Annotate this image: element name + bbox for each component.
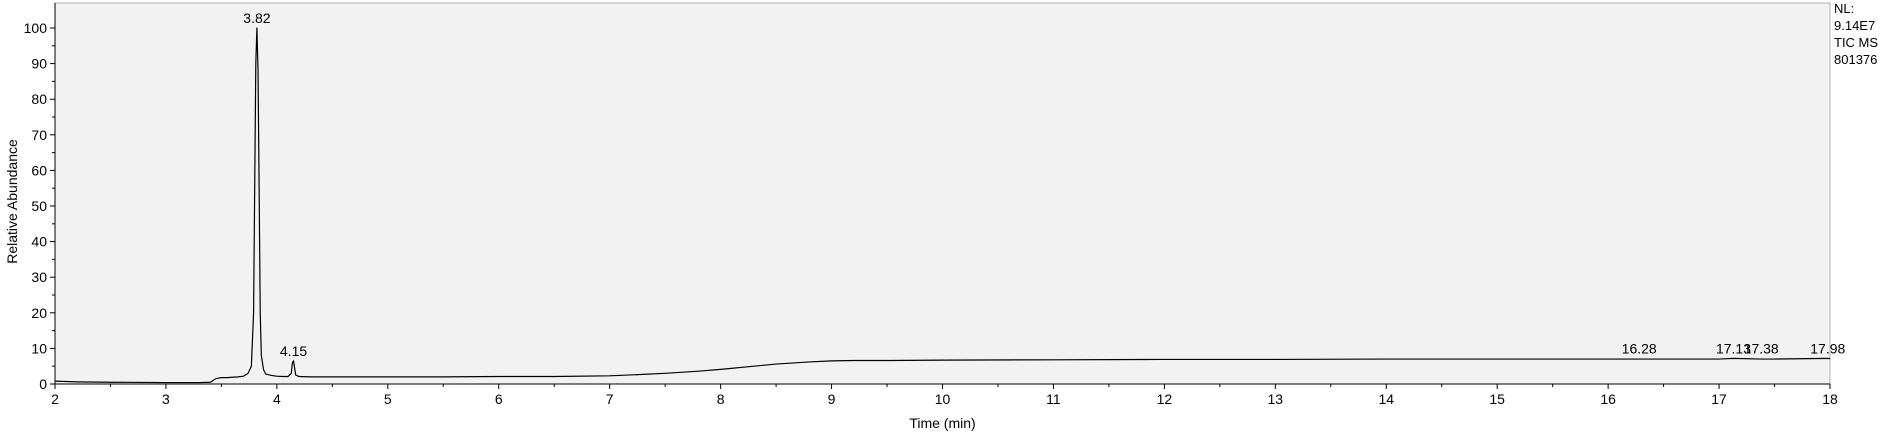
- y-tick-label: 30: [31, 269, 47, 285]
- x-tick-label: 4: [273, 391, 281, 407]
- peak-label: 4.15: [280, 343, 307, 359]
- x-tick-label: 18: [1822, 391, 1838, 407]
- x-axis-title: Time (min): [909, 415, 975, 431]
- y-axis-title: Relative Abundance: [4, 139, 20, 264]
- y-ticks: 0 10 20 30 40 50 60 70 80 90 100: [24, 20, 55, 392]
- x-tick-label: 13: [1268, 391, 1284, 407]
- series-line-0: [54, 27, 1831, 384]
- y-tick-label: 100: [24, 20, 48, 36]
- x-tick-label: 2: [51, 391, 59, 407]
- y-tick-label: 50: [31, 198, 47, 214]
- x-tick-label: 11: [1046, 391, 1061, 407]
- x-tick-label: 17: [1711, 391, 1727, 407]
- peak-label: 3.82: [243, 10, 270, 26]
- x-tick-label: 5: [384, 391, 392, 407]
- trace-layer: [54, 27, 1831, 384]
- x-ticks: 2 3 4 5 6 7 8 9 10 11 12 13 14 15 16 17 18: [51, 384, 1838, 407]
- peak-label: 17.98: [1810, 340, 1845, 356]
- y-tick-label: 0: [39, 376, 47, 392]
- y-tick-label: 20: [31, 305, 47, 321]
- peak-label: 17.13: [1716, 340, 1751, 356]
- x-tick-label: 7: [606, 391, 614, 407]
- y-tick-label: 80: [31, 91, 47, 107]
- x-tick-label: 3: [162, 391, 170, 407]
- x-tick-label: 12: [1157, 391, 1173, 407]
- y-tick-label: 10: [31, 340, 47, 356]
- peak-label: 17.38: [1744, 340, 1779, 356]
- side-info-line: 9.14E7: [1834, 18, 1875, 33]
- x-tick-label: 16: [1600, 391, 1616, 407]
- x-tick-label: 14: [1378, 391, 1394, 407]
- peak-label: 16.28: [1622, 340, 1657, 356]
- y-tick-label: 60: [31, 162, 47, 178]
- y-tick-label: 90: [31, 56, 47, 72]
- plot-area: [54, 2, 1831, 385]
- side-info-line: NL:: [1834, 1, 1854, 16]
- x-tick-label: 9: [828, 391, 836, 407]
- y-tick-label: 40: [31, 234, 47, 250]
- x-tick-label: 8: [717, 391, 725, 407]
- side-info-line: TIC MS: [1834, 35, 1878, 50]
- y-tick-label: 70: [31, 127, 47, 143]
- x-tick-label: 10: [935, 391, 951, 407]
- x-tick-label: 6: [495, 391, 503, 407]
- side-info-line: 801376: [1834, 52, 1877, 67]
- x-tick-label: 15: [1489, 391, 1505, 407]
- side-info: NL: 9.14E7 TIC MS 801376: [1834, 1, 1878, 67]
